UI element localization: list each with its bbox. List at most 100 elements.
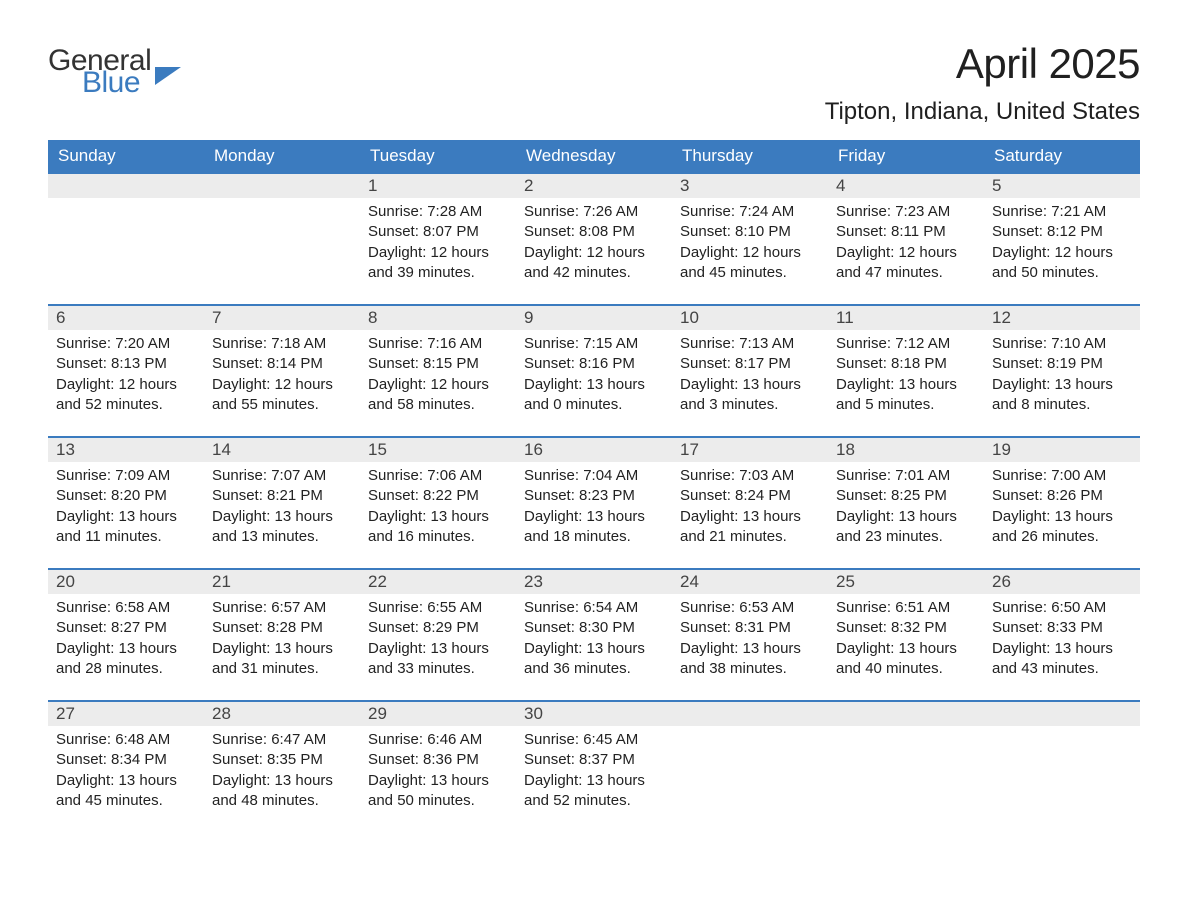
daylight-line: Daylight: 13 hours and 36 minutes. [524, 639, 664, 680]
calendar-day-cell [204, 173, 360, 305]
calendar-day-cell: 14Sunrise: 7:07 AMSunset: 8:21 PMDayligh… [204, 437, 360, 569]
calendar-day-cell: 29Sunrise: 6:46 AMSunset: 8:36 PMDayligh… [360, 701, 516, 833]
day-details [48, 198, 204, 278]
daylight-line: Daylight: 12 hours and 58 minutes. [368, 375, 508, 416]
day-number-bar: 3 [672, 174, 828, 198]
sunrise-line: Sunrise: 6:53 AM [680, 598, 820, 618]
sunrise-line: Sunrise: 6:54 AM [524, 598, 664, 618]
daylight-line: Daylight: 13 hours and 48 minutes. [212, 771, 352, 812]
sunset-line: Sunset: 8:16 PM [524, 354, 664, 374]
calendar-day-cell: 25Sunrise: 6:51 AMSunset: 8:32 PMDayligh… [828, 569, 984, 701]
sunset-line: Sunset: 8:33 PM [992, 618, 1132, 638]
calendar-day-cell: 20Sunrise: 6:58 AMSunset: 8:27 PMDayligh… [48, 569, 204, 701]
daylight-line: Daylight: 13 hours and 23 minutes. [836, 507, 976, 548]
day-details: Sunrise: 7:10 AMSunset: 8:19 PMDaylight:… [984, 330, 1140, 423]
day-number-bar: 4 [828, 174, 984, 198]
day-number-bar: 28 [204, 702, 360, 726]
sunrise-line: Sunrise: 6:58 AM [56, 598, 196, 618]
day-details: Sunrise: 7:18 AMSunset: 8:14 PMDaylight:… [204, 330, 360, 423]
calendar-table: SundayMondayTuesdayWednesdayThursdayFrid… [48, 140, 1140, 833]
day-details: Sunrise: 7:03 AMSunset: 8:24 PMDaylight:… [672, 462, 828, 555]
calendar-week-row: 1Sunrise: 7:28 AMSunset: 8:07 PMDaylight… [48, 173, 1140, 305]
day-details: Sunrise: 7:07 AMSunset: 8:21 PMDaylight:… [204, 462, 360, 555]
day-details: Sunrise: 6:50 AMSunset: 8:33 PMDaylight:… [984, 594, 1140, 687]
daylight-line: Daylight: 13 hours and 13 minutes. [212, 507, 352, 548]
sunset-line: Sunset: 8:36 PM [368, 750, 508, 770]
sunrise-line: Sunrise: 6:47 AM [212, 730, 352, 750]
day-number-bar: 11 [828, 306, 984, 330]
calendar-day-cell: 23Sunrise: 6:54 AMSunset: 8:30 PMDayligh… [516, 569, 672, 701]
day-number-bar: 16 [516, 438, 672, 462]
daylight-line: Daylight: 12 hours and 47 minutes. [836, 243, 976, 284]
sunset-line: Sunset: 8:19 PM [992, 354, 1132, 374]
day-number-bar: 7 [204, 306, 360, 330]
day-number-bar [828, 702, 984, 726]
sunrise-line: Sunrise: 6:46 AM [368, 730, 508, 750]
day-number-bar: 21 [204, 570, 360, 594]
sunrise-line: Sunrise: 7:07 AM [212, 466, 352, 486]
day-details: Sunrise: 7:12 AMSunset: 8:18 PMDaylight:… [828, 330, 984, 423]
daylight-line: Daylight: 13 hours and 18 minutes. [524, 507, 664, 548]
sunrise-line: Sunrise: 7:13 AM [680, 334, 820, 354]
day-number-bar: 26 [984, 570, 1140, 594]
day-details: Sunrise: 6:51 AMSunset: 8:32 PMDaylight:… [828, 594, 984, 687]
calendar-day-cell: 7Sunrise: 7:18 AMSunset: 8:14 PMDaylight… [204, 305, 360, 437]
sunset-line: Sunset: 8:08 PM [524, 222, 664, 242]
day-details: Sunrise: 7:16 AMSunset: 8:15 PMDaylight:… [360, 330, 516, 423]
sunrise-line: Sunrise: 6:48 AM [56, 730, 196, 750]
daylight-line: Daylight: 12 hours and 42 minutes. [524, 243, 664, 284]
sunrise-line: Sunrise: 7:15 AM [524, 334, 664, 354]
sunset-line: Sunset: 8:21 PM [212, 486, 352, 506]
calendar-day-cell [984, 701, 1140, 833]
calendar-day-cell: 19Sunrise: 7:00 AMSunset: 8:26 PMDayligh… [984, 437, 1140, 569]
sunrise-line: Sunrise: 6:57 AM [212, 598, 352, 618]
logo: General Blue [48, 40, 181, 98]
daylight-line: Daylight: 13 hours and 16 minutes. [368, 507, 508, 548]
day-header: Saturday [984, 140, 1140, 173]
day-header: Friday [828, 140, 984, 173]
sunset-line: Sunset: 8:15 PM [368, 354, 508, 374]
calendar-day-cell: 9Sunrise: 7:15 AMSunset: 8:16 PMDaylight… [516, 305, 672, 437]
sunset-line: Sunset: 8:25 PM [836, 486, 976, 506]
day-details [828, 726, 984, 806]
sunset-line: Sunset: 8:20 PM [56, 486, 196, 506]
day-details [204, 198, 360, 278]
day-number-bar [672, 702, 828, 726]
calendar-day-cell: 12Sunrise: 7:10 AMSunset: 8:19 PMDayligh… [984, 305, 1140, 437]
day-details [984, 726, 1140, 806]
day-number-bar: 14 [204, 438, 360, 462]
calendar-day-cell: 11Sunrise: 7:12 AMSunset: 8:18 PMDayligh… [828, 305, 984, 437]
calendar-day-cell: 15Sunrise: 7:06 AMSunset: 8:22 PMDayligh… [360, 437, 516, 569]
daylight-line: Daylight: 13 hours and 31 minutes. [212, 639, 352, 680]
day-number-bar: 10 [672, 306, 828, 330]
sunset-line: Sunset: 8:17 PM [680, 354, 820, 374]
sunrise-line: Sunrise: 7:23 AM [836, 202, 976, 222]
day-number-bar: 2 [516, 174, 672, 198]
day-number-bar: 13 [48, 438, 204, 462]
daylight-line: Daylight: 13 hours and 3 minutes. [680, 375, 820, 416]
calendar-header-row: SundayMondayTuesdayWednesdayThursdayFrid… [48, 140, 1140, 173]
calendar-day-cell: 30Sunrise: 6:45 AMSunset: 8:37 PMDayligh… [516, 701, 672, 833]
month-title: April 2025 [825, 40, 1140, 88]
daylight-line: Daylight: 13 hours and 5 minutes. [836, 375, 976, 416]
logo-triangle-icon [155, 67, 181, 85]
daylight-line: Daylight: 13 hours and 11 minutes. [56, 507, 196, 548]
sunset-line: Sunset: 8:28 PM [212, 618, 352, 638]
sunrise-line: Sunrise: 7:00 AM [992, 466, 1132, 486]
calendar-day-cell: 18Sunrise: 7:01 AMSunset: 8:25 PMDayligh… [828, 437, 984, 569]
sunrise-line: Sunrise: 7:04 AM [524, 466, 664, 486]
daylight-line: Daylight: 13 hours and 45 minutes. [56, 771, 196, 812]
calendar-week-row: 6Sunrise: 7:20 AMSunset: 8:13 PMDaylight… [48, 305, 1140, 437]
daylight-line: Daylight: 13 hours and 33 minutes. [368, 639, 508, 680]
header: General Blue April 2025 Tipton, Indiana,… [48, 40, 1140, 126]
calendar-day-cell: 8Sunrise: 7:16 AMSunset: 8:15 PMDaylight… [360, 305, 516, 437]
calendar-day-cell: 27Sunrise: 6:48 AMSunset: 8:34 PMDayligh… [48, 701, 204, 833]
day-details: Sunrise: 7:26 AMSunset: 8:08 PMDaylight:… [516, 198, 672, 291]
sunrise-line: Sunrise: 6:45 AM [524, 730, 664, 750]
daylight-line: Daylight: 13 hours and 50 minutes. [368, 771, 508, 812]
day-details: Sunrise: 6:53 AMSunset: 8:31 PMDaylight:… [672, 594, 828, 687]
sunset-line: Sunset: 8:10 PM [680, 222, 820, 242]
day-details: Sunrise: 7:00 AMSunset: 8:26 PMDaylight:… [984, 462, 1140, 555]
calendar-day-cell [48, 173, 204, 305]
day-details: Sunrise: 7:15 AMSunset: 8:16 PMDaylight:… [516, 330, 672, 423]
